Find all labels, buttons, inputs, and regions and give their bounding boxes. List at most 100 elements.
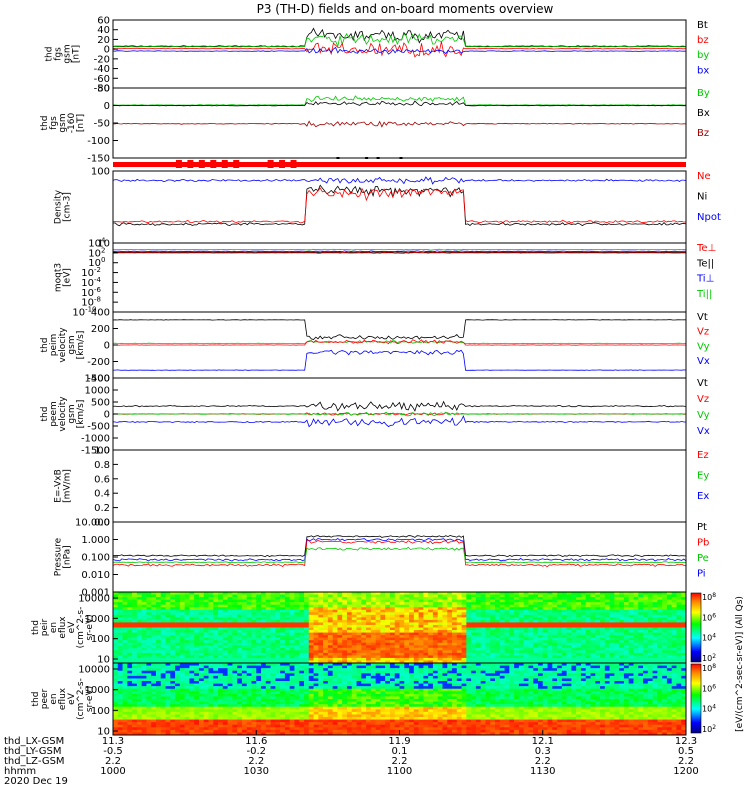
- spectrogram-cell: [666, 609, 672, 613]
- spectrogram-cell: [552, 652, 558, 656]
- spectrogram-cell: [676, 599, 682, 603]
- spectrogram-cell: [232, 609, 238, 613]
- spectrogram-cell: [141, 604, 147, 608]
- spectrogram-cell: [576, 617, 582, 621]
- spectrogram-cell: [490, 660, 496, 663]
- series-line: [113, 248, 686, 251]
- spectrogram-cell: [208, 668, 214, 672]
- spectrogram-cell: [198, 727, 205, 731]
- spectrogram-cell: [151, 635, 157, 638]
- spectrogram-cell: [265, 617, 271, 621]
- spectrogram-cell: [580, 609, 587, 613]
- spectrogram-cell: [547, 640, 553, 644]
- spectrogram-cell: [662, 640, 668, 644]
- spectrogram-cell: [370, 592, 376, 595]
- spectrogram-cell: [471, 609, 477, 613]
- spectrogram-cell: [289, 655, 295, 659]
- spectrogram-cell: [361, 604, 367, 608]
- spectrogram-cell: [146, 686, 152, 690]
- spectrogram-cell: [132, 668, 138, 672]
- spectrogram-cell: [251, 645, 257, 649]
- spectrogram-cell: [117, 594, 123, 598]
- spectrogram-cell: [261, 724, 267, 728]
- spectrogram-cell: [165, 599, 171, 603]
- spectrogram-cell: [432, 617, 439, 621]
- spectrogram-cell: [480, 609, 486, 613]
- spectrogram-cell: [609, 602, 615, 605]
- spectrogram-cell: [251, 729, 257, 733]
- spectrogram-cell: [203, 645, 209, 649]
- spectrogram-cell: [261, 632, 267, 636]
- spectrogram-cell: [232, 660, 238, 663]
- spectrogram-cell: [351, 622, 357, 626]
- spectrogram-cell: [518, 614, 524, 618]
- spectrogram-cell: [136, 602, 142, 605]
- spectrogram-cell: [165, 665, 171, 669]
- spectrogram-cell: [566, 632, 572, 636]
- spectrogram-cell: [509, 647, 515, 651]
- spectrogram-cell: [222, 673, 228, 677]
- spectrogram-cell: [561, 607, 567, 611]
- spectrogram-cell: [461, 594, 467, 598]
- spectrogram-cell: [537, 604, 544, 608]
- spectrogram-cell: [275, 650, 281, 654]
- spectrogram-cell: [294, 635, 300, 638]
- spectrogram-cell: [208, 647, 214, 651]
- spectrogram-cell: [475, 604, 481, 608]
- spectrogram-cell: [452, 637, 458, 641]
- spectrogram-cell: [155, 642, 162, 646]
- spectrogram-cell: [132, 647, 138, 651]
- spectrogram-cell: [619, 657, 625, 661]
- spectrogram-cell: [222, 630, 228, 633]
- spectrogram-cell: [170, 609, 176, 613]
- spectrogram-cell: [237, 686, 243, 690]
- spectrogram-cell: [576, 597, 582, 600]
- spectrogram-cell: [246, 709, 252, 713]
- spectrogram-cell: [141, 609, 147, 613]
- spectrogram-cell: [165, 597, 171, 600]
- spectrogram-cell: [170, 617, 176, 621]
- spectrogram-cell: [265, 604, 271, 608]
- spectrogram-cell: [165, 635, 171, 638]
- spectrogram-cell: [485, 604, 491, 608]
- series-line: [113, 540, 686, 568]
- spectrogram-cell: [261, 597, 267, 600]
- spectrogram-cell: [213, 597, 219, 600]
- spectrogram-cell: [552, 604, 558, 608]
- spectrogram-cell: [165, 706, 171, 710]
- spectrogram-cell: [327, 722, 333, 726]
- spectrogram-cell: [370, 607, 376, 611]
- spectrogram-cell: [418, 619, 424, 623]
- spectrogram-cell: [409, 602, 415, 605]
- spectrogram-cell: [533, 597, 539, 600]
- spectrogram-cell: [146, 709, 152, 713]
- spectrogram-cell: [552, 647, 558, 651]
- spectrogram-cell: [404, 630, 410, 633]
- spectrogram-cell: [590, 607, 596, 611]
- spectrogram-cell: [604, 622, 610, 626]
- spectrogram-cell: [337, 655, 343, 659]
- spectrogram-cell: [633, 645, 639, 649]
- spectrogram-cell: [523, 614, 529, 618]
- spectrogram-cell: [289, 617, 295, 621]
- spectrogram-cell: [566, 630, 572, 633]
- spectrogram-cell: [241, 668, 248, 672]
- spectrogram-cell: [265, 627, 271, 631]
- spectrogram-cell: [284, 599, 290, 603]
- spectrogram-cell: [155, 704, 162, 708]
- spectrogram-cell: [452, 597, 458, 600]
- spectrogram-cell: [299, 675, 305, 679]
- spectrogram-cell: [132, 609, 138, 613]
- spectrogram-cell: [676, 617, 682, 621]
- spectrogram-cell: [671, 624, 677, 628]
- spectrogram-cell: [671, 660, 677, 663]
- spectrogram-cell: [413, 594, 419, 598]
- spectrogram-cell: [323, 665, 329, 669]
- spectrogram-cell: [404, 599, 410, 603]
- spectrogram-cell: [299, 594, 305, 598]
- spectrogram-cell: [160, 688, 166, 692]
- spectrogram-cell: [332, 719, 338, 723]
- spectrogram-cell: [227, 612, 233, 616]
- spectrogram-cell: [184, 706, 190, 710]
- spectrogram-cell: [241, 655, 248, 659]
